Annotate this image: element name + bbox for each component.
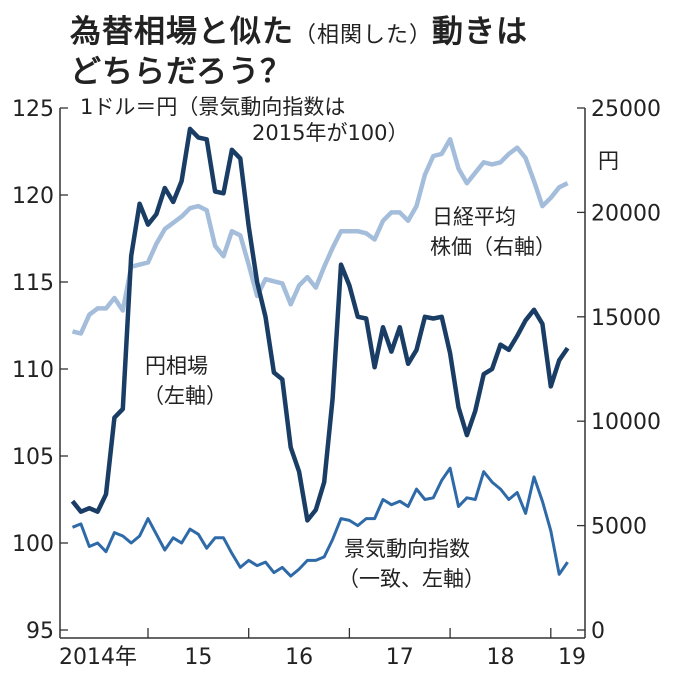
right-tick-label: 15000 [591,306,661,331]
left-tick-label: 120 [12,184,54,209]
title-text-end: 動きは [432,14,529,50]
nikkei-label-line2: 株価（右軸） [430,235,556,259]
title-paren: （相関した） [294,23,433,48]
x-tick-label: 19 [558,645,586,670]
x-tick-label: 2014年 [59,645,137,670]
left-tick-label: 110 [12,358,54,383]
title-text: 為替相場と似た [70,14,294,50]
yen-line [70,126,570,523]
x-tick-label: 17 [386,645,414,670]
right-tick-label: 25000 [591,97,661,122]
unit-note-line2: 2015年が100） [252,121,409,145]
x-tick-label: 16 [285,645,313,670]
left-tick-label: 105 [12,445,54,470]
right-axis-unit: 円 [598,149,619,173]
nikkei-line [71,137,569,336]
chart-title-line1: 為替相場と似た（相関した）動きは [70,6,528,51]
yen-label-line1: 円相場 [145,354,208,378]
unit-note-line1: 1ドル＝円（景気動向指数は [80,95,346,119]
right-tick-label: 0 [591,619,605,644]
right-tick-label: 20000 [591,201,661,226]
chart-title-line2: どちらだろう？ [70,54,293,90]
yen-label-line2: （左軸） [143,384,227,408]
nikkei-label-line1: 日経平均 [432,205,516,229]
right-tick-label: 10000 [591,410,661,435]
x-tick-label: 18 [487,645,515,670]
left-tick-label: 100 [12,532,54,557]
ci-label-line1: 景気動向指数 [344,537,470,561]
left-tick-label: 95 [26,619,54,644]
x-tick-label: 15 [184,645,212,670]
right-tick-label: 5000 [591,515,647,540]
left-tick-label: 115 [12,271,54,296]
left-tick-label: 125 [12,97,54,122]
ci-label-line2: （一致、左軸） [338,567,485,591]
ci-line [71,466,569,578]
